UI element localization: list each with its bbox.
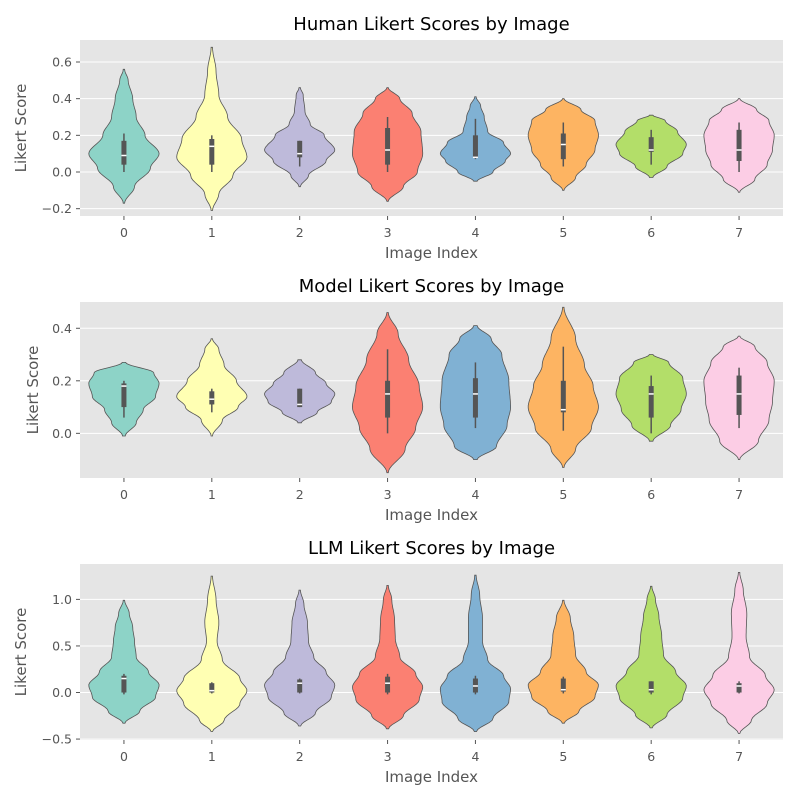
x-tick-label: 5 [559,225,567,240]
iqr-box-1 [209,391,215,405]
x-axis-label: Image Index [385,506,478,524]
x-tick-label: 0 [120,749,128,764]
y-tick-label: 0.4 [52,321,72,336]
iqr-box-7 [736,375,742,415]
x-tick-label: 0 [120,225,128,240]
chart-title: Model Likert Scores by Image [299,276,565,297]
x-tick-label: 4 [471,225,479,240]
iqr-box-6 [648,386,654,418]
y-tick-label: 0.5 [52,638,72,653]
violin-5 [527,599,599,724]
iqr-box-6 [648,137,654,152]
x-tick-label: 5 [559,487,567,502]
y-tick-label: −0.5 [42,732,72,747]
x-tick-label: 7 [735,225,743,240]
x-tick-label: 2 [296,487,304,502]
x-tick-label: 7 [735,749,743,764]
chart-title: LLM Likert Scores by Image [308,538,555,559]
violin-4 [439,574,512,732]
iqr-box-1 [209,139,215,165]
y-tick-label: 0.6 [52,55,72,70]
y-tick-label: 0.2 [52,128,72,143]
x-tick-label: 6 [647,225,655,240]
chart-panel-2: −0.5 0.0 0.5 1.0 0 1 2 3 4 5 6 7 LLM Likert Scores b… [12,538,783,786]
iqr-box-0 [121,675,127,693]
y-tick-label: 0.0 [52,165,72,180]
iqr-box-3 [385,128,391,165]
y-tick-label: 0.4 [52,91,72,106]
violin-0 [88,599,160,724]
x-tick-label: 3 [384,225,392,240]
iqr-box-2 [297,388,303,408]
violin-1 [176,46,248,211]
iqr-box-3 [385,380,391,418]
violin-1 [176,338,248,437]
x-tick-label: 4 [471,487,479,502]
plot-area [80,40,783,216]
y-axis-label: Likert Score [24,346,42,435]
x-tick-label: 2 [296,225,304,240]
chart-title: Human Likert Scores by Image [293,14,569,35]
iqr-box-7 [736,683,742,693]
violin-7 [703,572,775,734]
x-tick-label: 3 [384,749,392,764]
x-tick-label: 6 [647,749,655,764]
violin-2 [264,589,336,727]
x-tick-label: 7 [735,487,743,502]
y-tick-label: 0.2 [52,373,72,388]
violin-2 [264,87,336,188]
iqr-box-5 [560,380,566,413]
y-tick-label: 0.0 [52,685,72,700]
chart-panel-0: −0.2 0.0 0.2 0.4 0.6 0 1 2 3 4 5 6 7 Human Likert Sco… [12,14,783,262]
iqr-box-7 [736,129,742,161]
x-tick-label: 1 [208,225,216,240]
iqr-box-2 [297,679,303,693]
plot-area [80,564,783,740]
x-axis-label: Image Index [385,768,478,786]
x-tick-label: 0 [120,487,128,502]
iqr-box-2 [297,140,303,158]
chart-panel-1: 0.0 0.2 0.4 0 1 2 3 4 5 6 7 Model Likert Scores by … [24,276,783,524]
x-tick-label: 1 [208,487,216,502]
x-tick-label: 5 [559,749,567,764]
y-axis-label: Likert Score [12,608,30,697]
iqr-box-4 [472,135,478,158]
y-tick-label: 1.0 [52,592,72,607]
x-axis-label: Image Index [385,244,478,262]
x-tick-label: 6 [647,487,655,502]
iqr-box-1 [209,683,215,693]
iqr-box-6 [648,681,654,693]
iqr-box-5 [560,678,566,692]
iqr-box-3 [385,676,391,693]
x-tick-label: 1 [208,749,216,764]
iqr-box-0 [121,140,127,165]
iqr-box-4 [472,378,478,418]
y-axis-label: Likert Score [12,84,30,173]
violin-6 [615,585,687,729]
violin-3 [352,585,424,730]
iqr-box-0 [121,383,127,408]
violin-1 [176,575,248,732]
y-tick-label: −0.2 [42,201,72,216]
x-tick-label: 2 [296,749,304,764]
y-tick-label: 0.0 [52,426,72,441]
iqr-box-5 [560,133,566,160]
x-tick-label: 3 [384,487,392,502]
x-tick-label: 4 [471,749,479,764]
